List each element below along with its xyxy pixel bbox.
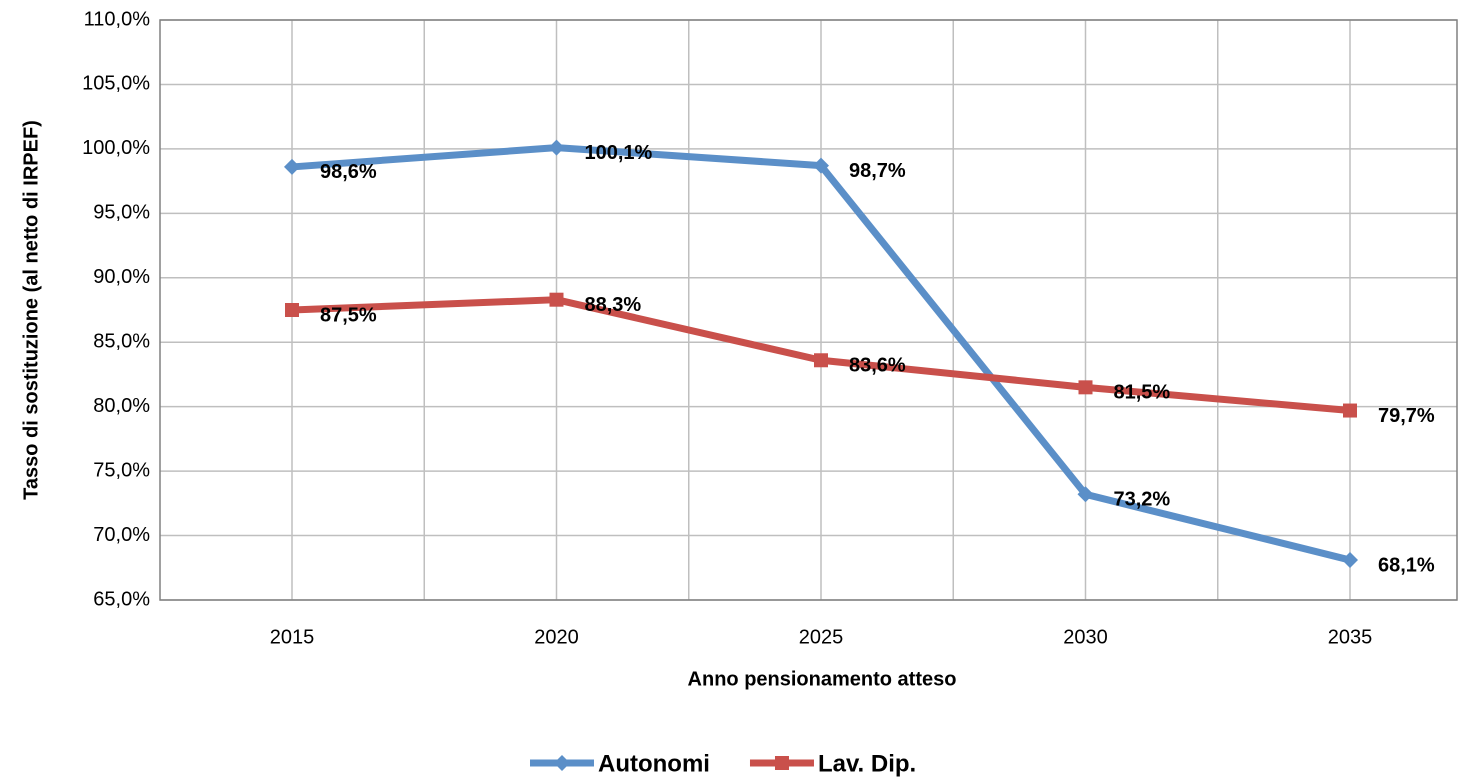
legend-label: Autonomi <box>598 750 710 777</box>
data-label: 98,6% <box>320 161 377 183</box>
x-tick-label: 2020 <box>534 626 579 648</box>
y-tick-label: 110,0% <box>84 8 151 30</box>
data-label: 81,5% <box>1114 382 1171 404</box>
y-tick-label: 85,0% <box>93 331 150 353</box>
x-tick-label: 2015 <box>270 626 315 648</box>
y-tick-label: 80,0% <box>93 395 150 417</box>
marker <box>548 139 565 156</box>
y-tick-label: 70,0% <box>93 524 150 546</box>
marker <box>814 353 828 368</box>
y-tick-label: 75,0% <box>93 459 150 481</box>
marker <box>1078 380 1093 395</box>
data-label: 83,6% <box>849 355 906 377</box>
data-label: 87,5% <box>320 304 377 326</box>
data-label: 79,7% <box>1378 405 1435 427</box>
marker <box>1342 552 1358 569</box>
x-tick-label: 2030 <box>1063 626 1108 648</box>
y-tick-label: 95,0% <box>93 202 150 224</box>
data-label: 100,1% <box>585 142 653 164</box>
data-label: 73,2% <box>1114 489 1171 511</box>
marker <box>549 292 564 307</box>
x-tick-label: 2035 <box>1328 626 1373 648</box>
marker <box>285 303 299 317</box>
data-label: 88,3% <box>585 294 642 316</box>
x-tick-label: 2025 <box>799 626 844 648</box>
marker <box>284 158 300 175</box>
marker <box>1077 486 1094 503</box>
marker <box>1343 403 1357 418</box>
data-label: 98,7% <box>849 160 906 182</box>
y-tick-label: 65,0% <box>93 588 150 610</box>
marker <box>774 756 789 770</box>
y-tick-label: 100,0% <box>82 137 150 159</box>
x-axis-title: Anno pensionamento atteso <box>688 668 957 690</box>
y-tick-label: 105,0% <box>82 73 150 95</box>
plot-border <box>159 19 1458 601</box>
y-axis-title: Tasso di sostituzione (al netto di IRPEF… <box>20 120 42 500</box>
marker <box>813 157 829 174</box>
data-label: 68,1% <box>1378 554 1435 576</box>
legend-label: Lav. Dip. <box>818 750 916 777</box>
marker <box>554 755 570 771</box>
y-tick-label: 90,0% <box>93 266 150 288</box>
